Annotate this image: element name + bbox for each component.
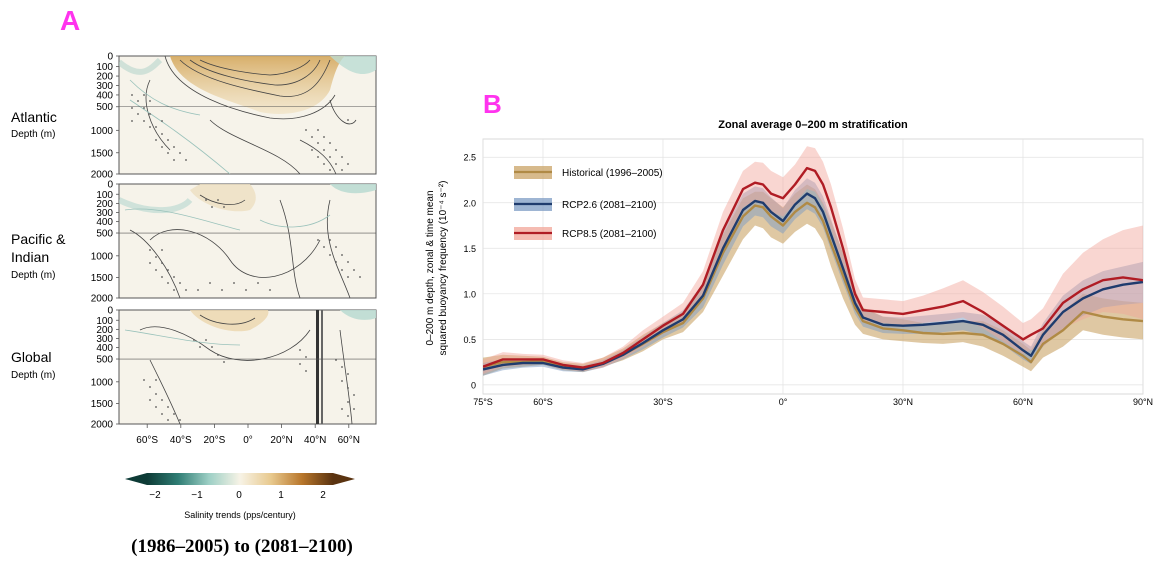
depth-tick-label: 500	[96, 102, 113, 113]
colorbar-tick-label: 1	[278, 490, 284, 501]
x-tick-label: 0°	[779, 397, 788, 407]
y-axis-ticks: 0 0.5 1.0 1.5 2.0 2.5	[463, 153, 476, 391]
depth-tick-label: 200	[96, 325, 113, 336]
x-axis-ticks: 75°S 60°S 30°S 0° 30°N 60°N 90°N	[473, 397, 1153, 407]
depth-tick-label: 100	[96, 62, 113, 73]
y-axis-label: 0–200 m depth, zonal & time mean squared…	[425, 181, 449, 356]
colorbar-tick-label: 2	[320, 490, 326, 501]
panel-b-letter: B	[483, 89, 502, 119]
row-label-pacific: Pacific &	[11, 231, 66, 247]
depth-tick-label: 2000	[91, 294, 114, 305]
depth-tick-label: 500	[96, 355, 113, 366]
legend-label-1: RCP2.6 (2081–2100)	[562, 200, 657, 211]
legend: Historical (1996–2005) RCP2.6 (2081–2100)…	[514, 166, 663, 240]
legend-label-0: Historical (1996–2005)	[562, 168, 663, 179]
latitude-axis-ticks: 60°S 40°S 20°S 0° 20°N 40°N 60°N	[136, 424, 360, 446]
depth-tick-label: 200	[96, 72, 113, 83]
lat-tick-label: 60°N	[338, 435, 360, 446]
grid-lines	[482, 139, 1144, 394]
lat-tick-label: 20°S	[204, 435, 226, 446]
section-plot-pacific-indian	[118, 183, 377, 299]
depth-tick-label: 400	[96, 217, 113, 228]
colorbar: −2 −1 0 1 2	[125, 473, 355, 501]
row-sublabel-global: Depth (m)	[11, 370, 55, 381]
y-tick-label: 1.0	[463, 289, 476, 299]
depth-tick-label: 0	[107, 180, 113, 191]
depth-tick-label: 100	[96, 190, 113, 201]
panel-a-letter: A	[60, 5, 80, 36]
chart-title: Zonal average 0–200 m stratification	[718, 119, 908, 131]
depth-tick-label: 2000	[91, 170, 114, 181]
row-label-global: Global	[11, 349, 51, 365]
depth-tick-label: 2000	[91, 420, 114, 431]
depth-tick-label: 1000	[91, 126, 114, 137]
depth-tick-label: 100	[96, 316, 113, 327]
y-tick-label: 0	[471, 380, 476, 390]
depth-tick-label: 1500	[91, 399, 114, 410]
series-line-2	[483, 166, 1143, 369]
band-2	[483, 146, 1143, 374]
x-tick-label: 60°S	[533, 397, 553, 407]
depth-tick-label: 0	[107, 52, 113, 63]
depth-tick-label: 300	[96, 81, 113, 92]
stipple-pacific	[149, 199, 361, 291]
panel-a-caption: (1986–2005) to (2081–2100)	[131, 536, 353, 557]
x-tick-label: 90°N	[1133, 397, 1153, 407]
series-lines	[483, 166, 1143, 371]
colorbar-tick-label: 0	[236, 490, 242, 501]
depth-tick-label: 300	[96, 334, 113, 345]
row-label-indian: Indian	[11, 249, 49, 265]
y-tick-label: 1.5	[463, 244, 476, 254]
lat-tick-label: 20°N	[270, 435, 292, 446]
lat-tick-label: 60°S	[136, 435, 158, 446]
stipple-atlantic	[131, 94, 349, 171]
depth-tick-label: 200	[96, 199, 113, 210]
row-sublabel-atlantic: Depth (m)	[11, 129, 55, 140]
x-tick-label: 30°N	[893, 397, 913, 407]
depth-tick-label: 400	[96, 343, 113, 354]
depth-tick-label: 300	[96, 208, 113, 219]
panel-a-row-labels: Atlantic Depth (m) Pacific & Indian Dept…	[11, 109, 66, 381]
y-axis-label-line2: squared buoyancy frequency (10⁻⁴ s⁻²)	[438, 181, 449, 356]
colorbar-right-arrow	[333, 473, 355, 485]
depth-tick-label: 400	[96, 90, 113, 101]
depth-tick-label: 500	[96, 229, 113, 240]
lat-tick-label: 40°S	[170, 435, 192, 446]
y-tick-label: 2.5	[463, 153, 476, 163]
y-axis-label-line1: 0–200 m depth, zonal & time mean	[425, 190, 436, 345]
row-label-atlantic: Atlantic	[11, 109, 57, 125]
band-1	[483, 178, 1143, 376]
depth-tick-label: 1000	[91, 377, 114, 388]
depth-tick-label: 1500	[91, 148, 114, 159]
row-sublabel-pacific: Depth (m)	[11, 270, 55, 281]
colorbar-left-arrow	[125, 473, 147, 485]
colorbar-tick-label: −1	[191, 490, 203, 501]
lat-tick-label: 0°	[243, 435, 253, 446]
depth-axis-ticks: 0100200300400500100015002000010020030040…	[91, 52, 376, 431]
lat-tick-label: 40°N	[304, 435, 326, 446]
x-tick-label: 60°N	[1013, 397, 1033, 407]
depth-tick-label: 1000	[91, 251, 114, 262]
colorbar-tick-label: −2	[149, 490, 161, 501]
stipple-global	[143, 339, 355, 421]
x-tick-label: 75°S	[473, 397, 493, 407]
section-plot-atlantic	[118, 55, 377, 175]
y-tick-label: 2.0	[463, 198, 476, 208]
depth-tick-label: 1500	[91, 273, 114, 284]
legend-label-2: RCP8.5 (2081–2100)	[562, 229, 657, 240]
colorbar-label: Salinity trends (pps/century)	[184, 510, 296, 520]
section-plot-global	[118, 309, 377, 425]
x-tick-label: 30°S	[653, 397, 673, 407]
y-tick-label: 0.5	[463, 335, 476, 345]
colorbar-body	[147, 473, 333, 485]
uncertainty-bands	[483, 146, 1143, 376]
depth-tick-label: 0	[107, 306, 113, 317]
